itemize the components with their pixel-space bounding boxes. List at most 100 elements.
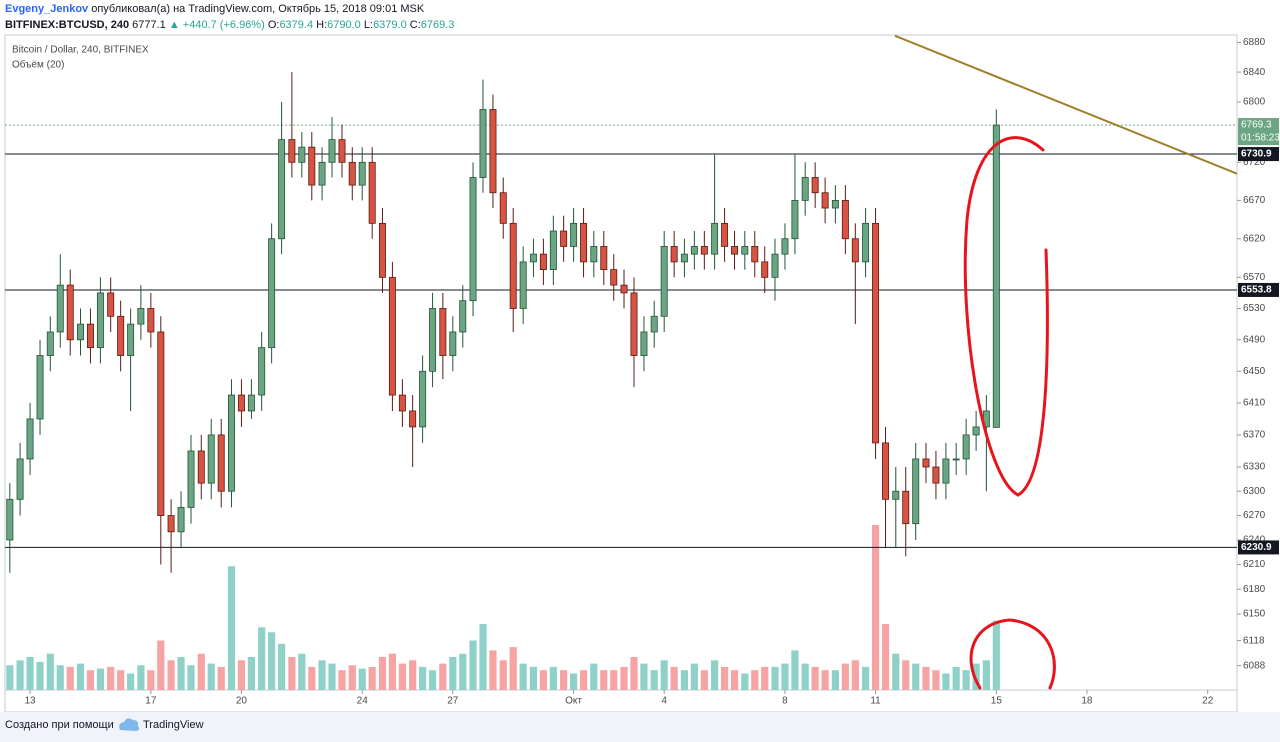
candle-body [368,161,376,224]
volume-bar [388,653,397,690]
countdown-label: 01:58:23 [1241,133,1280,144]
candle-body [570,222,578,247]
level-label: 6553.8 [1241,285,1272,296]
candle-body [469,177,477,302]
hand-drawn-ellipse [963,136,1049,497]
level-label-box [1238,282,1279,297]
candle-body [6,498,14,541]
volume-bar [902,660,910,690]
x-tick-label: 17 [145,696,157,707]
candle-body [46,331,54,356]
volume-bar [841,663,849,690]
volume-bar [338,670,346,690]
volume-bar [177,657,185,690]
candle-body [429,308,437,372]
ohlc-value: 6790.0 [327,19,361,31]
volume-bar [549,666,557,690]
candle-body [771,253,779,278]
volume-bar [16,660,24,690]
ohlc-value: 6769.3 [421,19,455,31]
volume-bar [76,663,85,690]
volume-bar [539,670,547,690]
volume-bar [207,663,215,690]
volume-bar [137,665,145,690]
candle-body [77,323,84,341]
volume-bar [409,660,417,690]
candle-body [821,192,829,209]
volume-bar [690,663,698,690]
volume-bar [167,660,175,690]
candle-body [167,515,175,533]
volume-bar [590,663,598,690]
volume-bar [117,670,125,690]
volume-bar [922,666,930,690]
candle-body [489,109,497,194]
volume-bar [227,566,236,690]
price: 6777.1 [132,19,166,31]
volume-bar [952,666,960,690]
trend-line [894,35,1237,175]
candle-body [509,222,517,309]
y-tick-label: 6118 [1243,635,1265,646]
candle-body [56,284,64,333]
candle-body [660,246,668,317]
plot-layer: 6880 6840 6800 6720 6670 6620 6570 6530 6490 6450… [5,35,1280,707]
candle-body [791,199,799,240]
volume-bar [529,666,538,690]
indicator-title: Объём (20) [12,59,64,71]
symbol: BITFINEX:BTCUSD, 240 [5,19,129,31]
volume-bar [720,666,729,690]
volume-bar [107,666,115,690]
volume-bar [942,673,950,690]
candle-body [882,442,889,500]
y-tick-label: 6370 [1243,430,1266,441]
brand-logo[interactable] [119,718,140,731]
candle-body [680,253,688,263]
volume-bar [459,653,467,690]
x-tick-label: 27 [447,696,459,707]
level-label: 6230.9 [1241,542,1272,553]
candle-body [630,292,638,356]
ohlc-label: O: [268,19,280,31]
y-tick-label: 6330 [1243,462,1266,473]
volume-bar [46,653,54,690]
candle-body [479,109,487,178]
candle-body [600,246,608,271]
volume-bar [328,663,336,690]
candle-body [117,315,125,356]
ohlc-label: C: [410,19,421,31]
candle-body [348,161,356,186]
candle-body [378,222,386,278]
y-tick-label: 6240 [1243,535,1266,546]
candle-body [721,222,729,247]
brand-link[interactable]: TradingView [143,719,204,731]
candle-body [398,394,406,412]
candle-body [539,253,547,271]
x-tick-label: 8 [782,696,788,707]
plot-area [5,35,1237,690]
candle-body [519,261,527,309]
author[interactable]: Evgeny_Jenkov [5,3,89,15]
volume-bar [419,666,427,690]
volume-bar [851,660,859,690]
volume-bar [751,670,759,690]
ohlc-value: 6379.4 [279,19,313,31]
volume-bar [741,673,749,690]
candle-body [529,253,537,263]
candle-body [328,139,336,163]
x-tick-label: 15 [991,696,1003,707]
volume-bar [992,620,1000,690]
level-label: 6730.9 [1241,149,1272,160]
candle-body [137,308,145,325]
volume-bar [398,663,406,690]
candle-body [308,146,316,186]
candle-body [16,458,24,500]
y-tick-label: 6150 [1243,609,1266,620]
candle-body [298,146,306,163]
candle-body [922,458,930,468]
candle-body [781,238,789,255]
candle-body [26,418,34,460]
candle-body [831,199,839,209]
candle-body [751,246,759,263]
